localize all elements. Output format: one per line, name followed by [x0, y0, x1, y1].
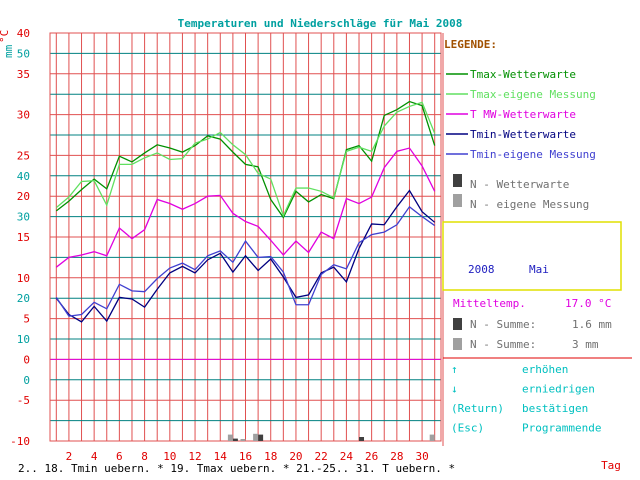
x-tick-label: 2	[66, 450, 73, 463]
x-tick-label: 16	[239, 450, 252, 463]
y-tick-label-mm: 0	[23, 374, 30, 387]
x-tick-label: 20	[289, 450, 302, 463]
control-label: Programmende	[522, 422, 601, 435]
precip-bar	[232, 438, 238, 441]
mittel-value: 17.0 °C	[565, 297, 611, 310]
y-tick-label-temp: 10	[17, 272, 30, 285]
legend-label: Tmin-eigene Messung	[470, 148, 596, 161]
info-year: 2008	[468, 263, 495, 276]
x-tick-label: 30	[415, 450, 428, 463]
precip-bar	[253, 433, 259, 441]
y-tick-label-temp: 25	[17, 149, 30, 162]
precip-bar	[429, 434, 435, 441]
y-tick-label-temp: 40	[17, 27, 30, 40]
y-tick-label-mm: 50	[17, 47, 30, 60]
info-month: Mai	[529, 263, 549, 276]
legend-heading: LEGENDE:	[444, 38, 497, 51]
y-tick-label-mm: 40	[17, 170, 30, 183]
y-tick-label-temp: 0	[23, 353, 30, 366]
precip-bar	[227, 434, 233, 441]
y-tick-label-temp: 30	[17, 109, 30, 122]
legend-panel: LEGENDE: Tmax-Wetterwarte Tmax-eigene Mes…	[444, 38, 596, 211]
n-sum-ww-label: N - Summe:	[470, 318, 536, 331]
legend-label: Tmax-eigene Messung	[470, 88, 596, 101]
info-box-frame	[442, 221, 622, 291]
x-tick-label: 22	[315, 450, 328, 463]
series-line	[55, 101, 436, 218]
y-tick-label-mm: 20	[17, 292, 30, 305]
x-axis-label: Tag	[601, 459, 621, 472]
control-key: ↑	[451, 363, 458, 376]
y-tick-label-temp: -10	[10, 435, 30, 448]
series-line	[55, 100, 436, 219]
y-unit-side: mm	[2, 44, 15, 58]
series-lines	[55, 100, 436, 323]
y-tick-label-temp: 20	[17, 190, 30, 203]
legend-label: N - Wetterwarte	[470, 178, 569, 191]
x-tick-label: 8	[141, 450, 148, 463]
control-key: ↓	[451, 383, 458, 396]
n-sum-own-value: 3 mm	[572, 338, 599, 351]
control-label: erniedrigen	[522, 383, 595, 396]
precipitation-bars	[227, 433, 435, 441]
y-tick-label-temp: 35	[17, 68, 30, 81]
x-tick-label: 26	[365, 450, 378, 463]
y-tick-label-temp: -5	[17, 394, 30, 407]
series-line	[55, 189, 436, 323]
info-box: 2008 Mai	[442, 221, 622, 291]
legend-items: Tmax-Wetterwarte Tmax-eigene Messung T MW-…	[446, 68, 596, 211]
n-sum-ww-swatch	[453, 318, 462, 330]
n-sum-own-label: N - Summe:	[470, 338, 536, 351]
x-axis: 2 4 6 8 10 12 14 16 18 20 22 24 26 28 30	[66, 450, 429, 463]
x-tick-label: 6	[116, 450, 123, 463]
legend-label: T MW-Wetterwarte	[470, 108, 576, 121]
legend-label: Tmin-Wetterwarte	[470, 128, 576, 141]
plot-grid	[49, 32, 444, 446]
x-tick-label: 28	[390, 450, 403, 463]
control-key: (Esc)	[451, 422, 484, 435]
x-tick-label: 4	[91, 450, 98, 463]
n-sum-own-swatch	[453, 338, 462, 350]
y-tick-label-temp: 15	[17, 231, 30, 244]
legend-swatch-box	[453, 174, 462, 187]
footer-status: 2.. 18. Tmin uebern. * 19. Tmax uebern. …	[18, 462, 455, 475]
mittel-label: Mitteltemp.	[453, 297, 526, 310]
x-tick-label: 24	[340, 450, 354, 463]
chart-title: Temperaturen und Niederschläge für Mai 2…	[178, 17, 463, 30]
precip-bar	[359, 437, 365, 441]
control-key: (Return)	[451, 402, 504, 415]
n-sum-ww-value: 1.6 mm	[572, 318, 612, 331]
legend-swatch-box	[453, 194, 462, 207]
control-label: erhöhen	[522, 363, 568, 376]
series-line	[55, 205, 436, 317]
x-tick-label: 12	[188, 450, 201, 463]
y-tick-label-mm: 10	[17, 333, 30, 346]
keyboard-controls: ↑ erhöhen ↓ erniedrigen (Return) bestätigen (E…	[451, 363, 601, 435]
x-tick-label: 18	[264, 450, 277, 463]
precip-bar	[258, 434, 264, 441]
precip-bar	[240, 439, 246, 441]
series-line	[55, 147, 436, 268]
legend-label: N - eigene Messung	[470, 198, 589, 211]
x-tick-label: 10	[163, 450, 176, 463]
control-label: bestätigen	[522, 402, 588, 415]
y-tick-label-temp: 5	[23, 313, 30, 326]
y-tick-label-mm: 30	[17, 211, 30, 224]
y-unit-top: °C	[0, 30, 11, 43]
legend-label: Tmax-Wetterwarte	[470, 68, 576, 81]
x-tick-label: 14	[214, 450, 228, 463]
